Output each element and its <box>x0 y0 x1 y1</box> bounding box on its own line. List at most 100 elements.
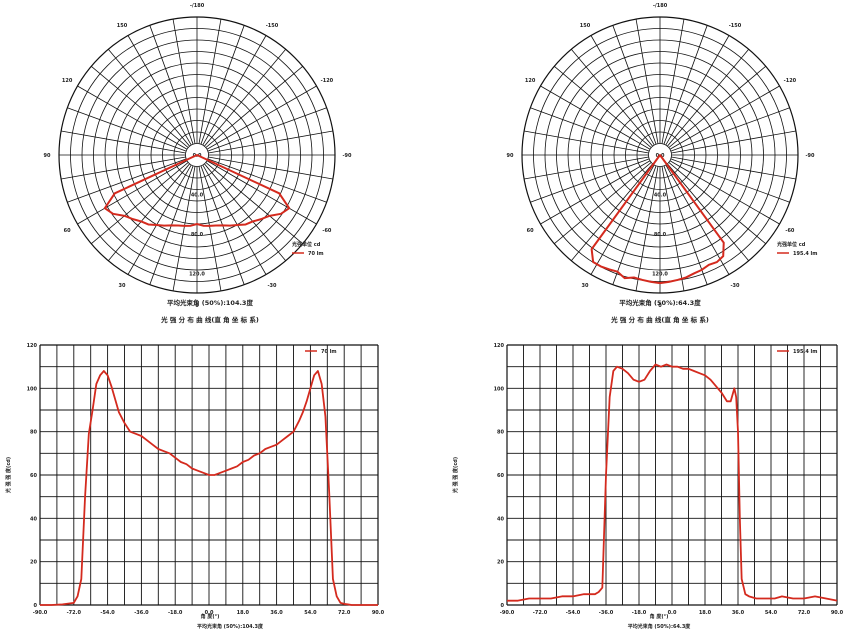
polar-spoke <box>204 163 287 261</box>
polar-angle-labels: -/180 150 120 90 60 30 0 -30 -60 -90 -120 -150 <box>44 3 353 309</box>
polar-spoke <box>669 85 780 150</box>
polar-spoke <box>530 158 650 203</box>
polar-spoke <box>200 25 245 145</box>
x-tick-label: 18.0 <box>699 610 712 616</box>
cartesian-legend: 70 lm <box>305 349 337 355</box>
polar-spoke <box>540 85 651 150</box>
chart-subtitle: 光 强 分 布 曲 线(直 角 坐 标 系) <box>610 315 709 324</box>
chart-caption: 平均光束角 (50%):104.3度 <box>197 623 264 630</box>
angle-tick-label: 30 <box>119 283 126 289</box>
x-tick-label: 90.0 <box>831 610 844 616</box>
y-tick-label: 0 <box>501 603 505 609</box>
x-tick-label: 72.0 <box>798 610 811 616</box>
y-tick-label: 100 <box>494 386 505 392</box>
x-tick-label: 72.0 <box>338 610 351 616</box>
polar-spoke <box>91 65 189 148</box>
angle-tick-label: 30 <box>582 283 589 289</box>
polar-spoke <box>554 65 652 148</box>
polar-spoke <box>667 49 750 147</box>
polar-spoke <box>612 165 657 285</box>
polar-spoke <box>107 49 190 147</box>
legend-label: 70 lm <box>321 349 337 355</box>
y-tick-label: 80 <box>30 430 37 436</box>
polar-spoke <box>665 164 730 275</box>
polar-spoke <box>570 163 653 261</box>
x-tick-label: -90.0 <box>500 610 515 616</box>
x-tick-label: 54.0 <box>304 610 317 616</box>
cartesian-ticks: -90.0 -72.0 -54.0 -36.0 -18.0 0.0 18.0 36.0 54.0… <box>494 343 844 616</box>
radial-tick-label: 40.0 <box>654 192 667 198</box>
x-tick-label: 36.0 <box>732 610 745 616</box>
angle-tick-label: -90 <box>805 153 815 159</box>
x-tick-label: -54.0 <box>100 610 115 616</box>
angle-tick-label: -/180 <box>190 3 205 9</box>
polar-spoke <box>667 163 750 261</box>
line-chart-right: -90.0 -72.0 -54.0 -36.0 -18.0 0.0 18.0 36.0 54.0… <box>452 343 844 630</box>
polar-spoke <box>198 166 222 291</box>
polar-spoke <box>524 130 649 154</box>
angle-tick-label: -/180 <box>653 3 668 9</box>
polar-legend: 光强单位 cd 195.4 lm <box>776 241 817 257</box>
polar-spoke <box>671 130 796 154</box>
polar-spoke <box>67 158 187 203</box>
angle-tick-label: 0 <box>195 303 199 309</box>
y-tick-label: 120 <box>494 343 505 349</box>
polar-spoke <box>530 107 650 152</box>
x-tick-label: -18.0 <box>168 610 183 616</box>
polar-grid <box>521 16 799 294</box>
radial-tick-label: 80.0 <box>191 232 204 238</box>
x-tick-label: -18.0 <box>632 610 647 616</box>
polar-spoke <box>635 19 659 144</box>
angle-tick-label: 120 <box>62 78 73 84</box>
polar-spoke <box>671 156 796 180</box>
polar-spoke <box>172 166 196 291</box>
polar-series <box>590 154 725 285</box>
polar-spoke <box>612 25 657 145</box>
polar-spoke <box>205 162 303 245</box>
polar-spoke <box>669 160 780 225</box>
series-line <box>507 363 838 602</box>
line-chart-left: -90.0 -72.0 -54.0 -36.0 -18.0 0.0 18.0 36.0 54.0… <box>5 343 385 630</box>
radial-tick-label: 80.0 <box>654 232 667 238</box>
polar-spoke <box>206 85 317 150</box>
y-axis-label: 光 强 强 度(cd) <box>452 457 459 494</box>
polar-spoke <box>127 164 192 275</box>
legend-title: 光强单位 cd <box>776 241 806 248</box>
polar-spoke <box>205 65 303 148</box>
angle-tick-label: -120 <box>321 78 334 84</box>
angle-tick-label: -150 <box>266 23 279 29</box>
radial-tick-label: 120.0 <box>189 271 205 277</box>
legend-label: 195.4 lm <box>793 349 817 355</box>
angle-tick-label: 90 <box>507 153 514 159</box>
polar-spoke <box>663 165 708 285</box>
legend-label: 70 lm <box>308 251 324 257</box>
angle-tick-label: -90 <box>342 153 352 159</box>
polar-spoke <box>207 158 327 203</box>
angle-tick-label: 150 <box>117 23 128 29</box>
polar-spoke <box>570 49 653 147</box>
y-tick-label: 60 <box>30 473 37 479</box>
polar-spoke <box>172 19 196 144</box>
legend-title: 光强单位 cd <box>291 241 321 248</box>
angle-tick-label: -30 <box>730 283 740 289</box>
chart-caption: 平均光束角 (50%):64.3度 <box>628 623 692 630</box>
angle-tick-label: 0 <box>658 303 662 309</box>
polar-series-line <box>103 154 291 227</box>
y-tick-label: 20 <box>30 560 37 566</box>
radial-tick-label: 120.0 <box>652 271 668 277</box>
polar-spoke <box>107 163 190 261</box>
polar-spoke <box>202 35 267 146</box>
polar-series-line <box>590 154 725 285</box>
x-tick-label: -54.0 <box>566 610 581 616</box>
polar-spoke <box>61 156 186 180</box>
polar-spoke <box>207 107 327 152</box>
polar-spoke <box>661 19 685 144</box>
angle-tick-label: -120 <box>784 78 797 84</box>
angle-tick-label: 150 <box>580 23 591 29</box>
y-tick-label: 120 <box>27 343 38 349</box>
polar-spoke <box>206 160 317 225</box>
polar-spoke <box>663 25 708 145</box>
angle-tick-label: 60 <box>527 228 534 234</box>
